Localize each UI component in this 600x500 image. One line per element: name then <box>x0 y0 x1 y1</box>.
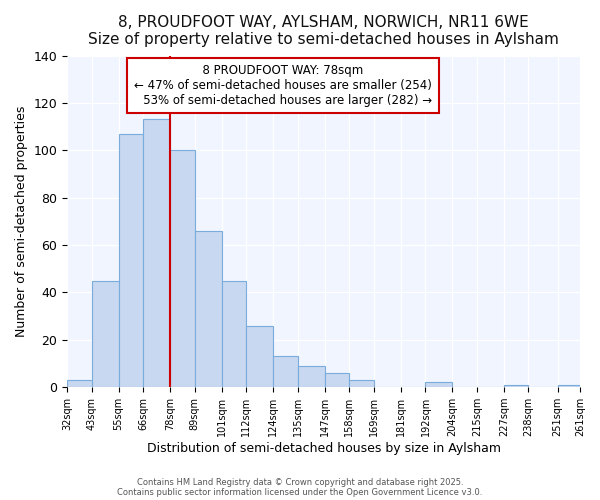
Bar <box>298 366 325 387</box>
Bar <box>119 134 143 387</box>
Bar <box>273 356 298 387</box>
Bar <box>425 382 452 387</box>
Bar <box>170 150 195 387</box>
Bar <box>349 380 374 387</box>
Bar <box>557 385 580 387</box>
Bar <box>143 120 170 387</box>
Bar <box>221 280 247 387</box>
X-axis label: Distribution of semi-detached houses by size in Aylsham: Distribution of semi-detached houses by … <box>146 442 500 455</box>
Y-axis label: Number of semi-detached properties: Number of semi-detached properties <box>15 106 28 337</box>
Bar <box>247 326 273 387</box>
Text: Contains HM Land Registry data © Crown copyright and database right 2025.
Contai: Contains HM Land Registry data © Crown c… <box>118 478 482 497</box>
Bar <box>504 385 529 387</box>
Text: 8 PROUDFOOT WAY: 78sqm  
← 47% of semi-detached houses are smaller (254)
   53% : 8 PROUDFOOT WAY: 78sqm ← 47% of semi-det… <box>133 64 433 107</box>
Title: 8, PROUDFOOT WAY, AYLSHAM, NORWICH, NR11 6WE
Size of property relative to semi-d: 8, PROUDFOOT WAY, AYLSHAM, NORWICH, NR11… <box>88 15 559 48</box>
Bar <box>195 231 221 387</box>
Bar <box>92 280 119 387</box>
Bar <box>67 380 92 387</box>
Bar <box>325 373 349 387</box>
